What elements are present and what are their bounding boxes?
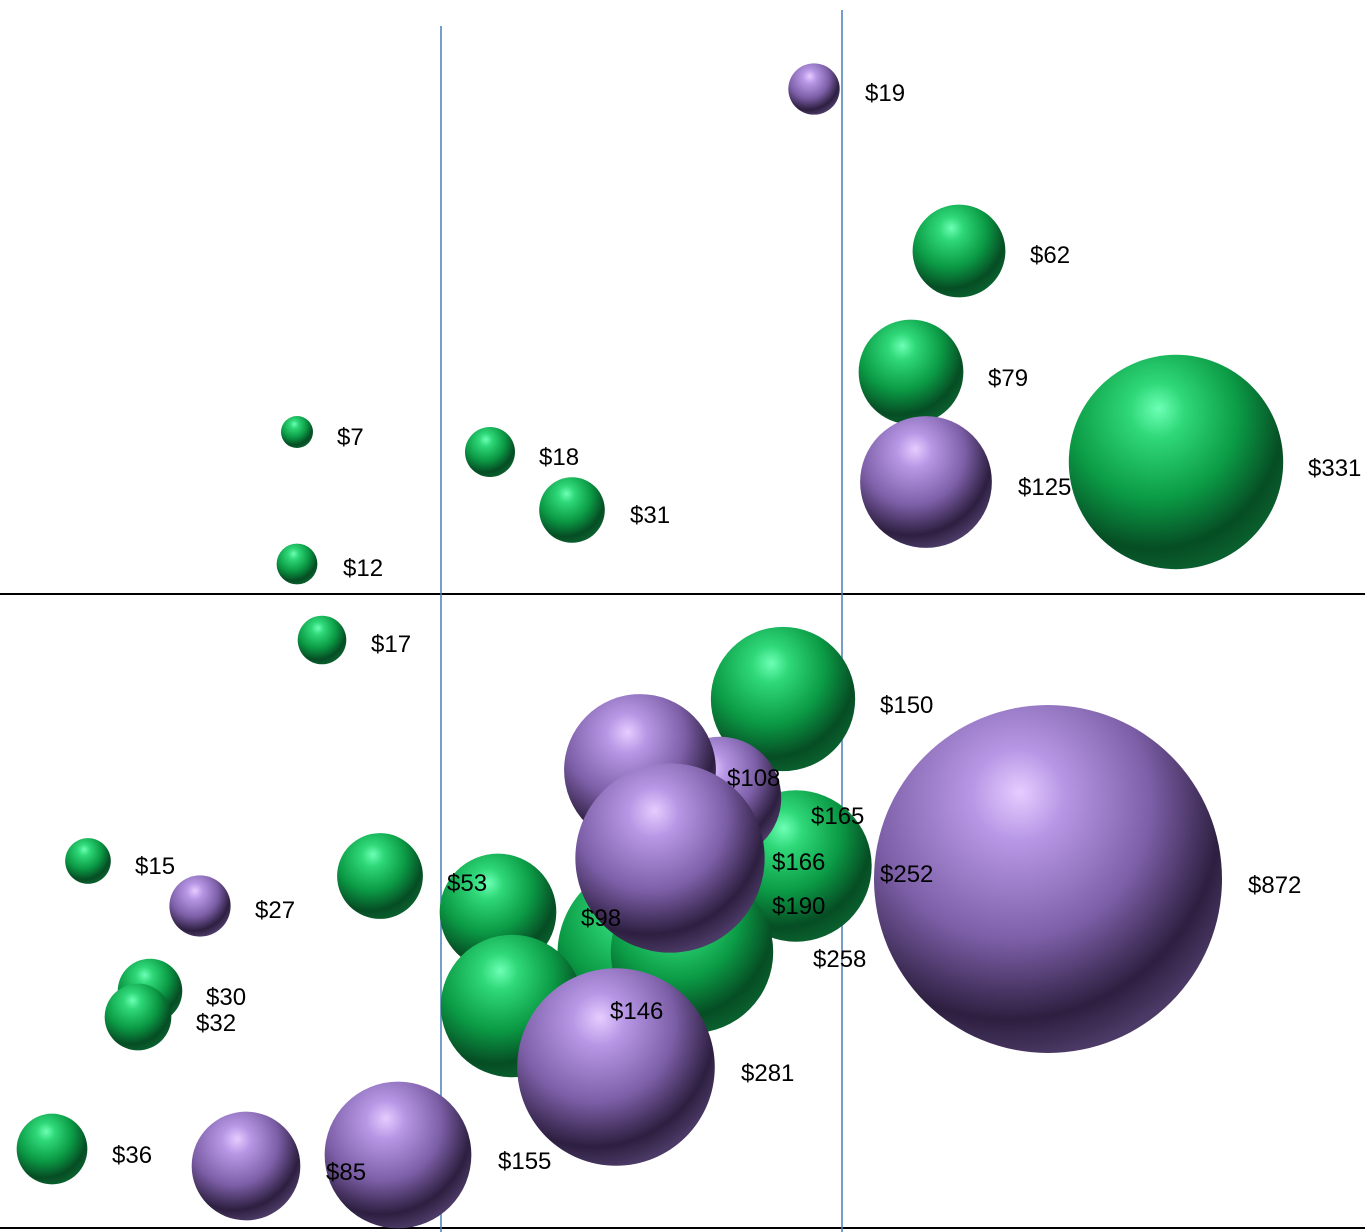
bubble-value-label: $15 bbox=[135, 853, 175, 880]
bubble-value-label: $19 bbox=[865, 80, 905, 107]
bubble-value-label: $53 bbox=[447, 870, 487, 897]
bubble-value-label: $166 bbox=[772, 849, 825, 876]
bubble-green bbox=[858, 319, 964, 425]
bubble-value-label: $85 bbox=[326, 1159, 366, 1186]
bubble-value-label: $252 bbox=[880, 861, 933, 888]
bubbles-layer bbox=[16, 63, 1284, 1229]
bubble-green bbox=[710, 626, 856, 772]
bubble-green bbox=[912, 204, 1006, 298]
bubble-green bbox=[1068, 354, 1284, 570]
bubble-purple bbox=[324, 1081, 472, 1229]
bubble-value-label: $190 bbox=[772, 893, 825, 920]
bubble-value-label: $17 bbox=[371, 631, 411, 658]
bubble-value-label: $79 bbox=[988, 365, 1028, 392]
bubble-purple bbox=[191, 1111, 301, 1221]
bubble-value-label: $155 bbox=[498, 1148, 551, 1175]
bubble-value-label: $7 bbox=[337, 424, 364, 451]
bubble-value-label: $18 bbox=[539, 444, 579, 471]
bubble-value-label: $872 bbox=[1248, 872, 1301, 899]
bubble-value-label: $62 bbox=[1030, 242, 1070, 269]
bubble-value-label: $281 bbox=[741, 1060, 794, 1087]
bubble-value-label: $27 bbox=[255, 897, 295, 924]
labels-layer: $19 $62 $79 $331 $125 $7 $18 $31 $12 $17 $150 $872 $… bbox=[112, 80, 1361, 1186]
bubble-value-label: $12 bbox=[343, 555, 383, 582]
bubble-green bbox=[16, 1113, 88, 1185]
bubble-purple bbox=[169, 875, 231, 937]
bubble-green bbox=[104, 983, 172, 1051]
bubble-value-label: $36 bbox=[112, 1142, 152, 1169]
bubble-green bbox=[337, 833, 423, 919]
bubble-value-label: $98 bbox=[581, 905, 621, 932]
bubble-value-label: $32 bbox=[196, 1010, 236, 1037]
bubble-value-label: $146 bbox=[610, 998, 663, 1025]
bubble-green bbox=[281, 416, 313, 448]
bubble-value-label: $108 bbox=[727, 765, 780, 792]
bubble-value-label: $150 bbox=[880, 692, 933, 719]
reference-lines bbox=[0, 10, 1365, 1232]
bubble-green bbox=[65, 838, 111, 884]
bubble-value-label: $165 bbox=[811, 803, 864, 830]
bubble-purple bbox=[860, 416, 992, 548]
bubble-purple bbox=[788, 63, 840, 115]
bubble-value-label: $125 bbox=[1018, 474, 1071, 501]
bubble-purple bbox=[517, 968, 715, 1166]
bubble-green bbox=[465, 427, 515, 477]
bubble-value-label: $331 bbox=[1308, 455, 1361, 482]
bubble-value-label: $31 bbox=[630, 502, 670, 529]
bubble-purple bbox=[575, 763, 765, 953]
bubble-green bbox=[539, 477, 605, 543]
bubble-green bbox=[297, 615, 347, 665]
bubble-green bbox=[276, 543, 318, 585]
bubble-value-label: $30 bbox=[206, 984, 246, 1011]
bubble-purple bbox=[874, 705, 1222, 1053]
bubble-value-label: $258 bbox=[813, 946, 866, 973]
